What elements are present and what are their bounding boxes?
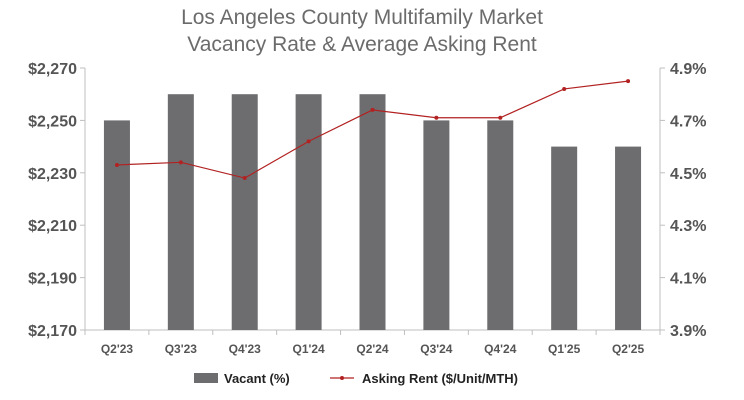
x-tick-label: Q1'25 [548, 342, 581, 356]
bar [615, 146, 642, 330]
bar [423, 120, 450, 331]
y-right-tick-label: 4.1% [670, 271, 706, 288]
bar [359, 94, 386, 330]
line-series [114, 79, 631, 181]
legend-swatch-asking-rent-marker [340, 376, 344, 380]
y-left-tick-label: $2,170 [28, 323, 77, 340]
x-tick-label: Q2'23 [101, 342, 134, 356]
x-tick-label: Q3'23 [165, 342, 198, 356]
y-right-tick-label: 4.3% [670, 218, 706, 235]
y-right-tick-label: 3.9% [670, 323, 706, 340]
x-tick-label: Q2'24 [356, 342, 389, 356]
line-point [114, 162, 119, 167]
bar [487, 120, 514, 331]
x-tick-label: Q3'24 [420, 342, 453, 356]
legend-swatch-vacant [194, 373, 218, 383]
chart-title-line-2: Vacancy Rate & Average Asking Rent [187, 33, 537, 56]
legend: Vacant (%) Asking Rent ($/Unit/MTH) [194, 371, 518, 386]
y-left-tick-label: $2,230 [28, 166, 77, 183]
line-point [626, 79, 631, 84]
line-point [242, 176, 247, 181]
legend-label-vacant: Vacant (%) [224, 371, 290, 386]
line-point [498, 115, 503, 120]
line-point [562, 86, 567, 91]
line-point [370, 107, 375, 112]
y-left-tick-label: $2,250 [28, 113, 77, 130]
x-tick-label: Q2'25 [612, 342, 645, 356]
tick-labels: $2,270 $2,250 $2,230 $2,210 $2,190 $2,170 4.9%… [28, 61, 706, 356]
x-tick-label: Q1'24 [293, 342, 326, 356]
bar-series [103, 94, 642, 331]
y-right-tick-label: 4.5% [670, 166, 706, 183]
bar [167, 94, 194, 330]
x-tick-label: Q4'24 [484, 342, 517, 356]
legend-label-asking-rent: Asking Rent ($/Unit/MTH) [362, 371, 518, 386]
y-left-tick-label: $2,190 [28, 271, 77, 288]
y-right-tick-label: 4.7% [670, 113, 706, 130]
line-point [434, 115, 439, 120]
bar [103, 120, 130, 331]
x-tick-label: Q4'23 [229, 342, 262, 356]
bar [231, 94, 258, 330]
bar [551, 146, 578, 330]
y-left-tick-label: $2,210 [28, 218, 77, 235]
y-left-tick-label: $2,270 [28, 61, 77, 78]
line-point [178, 160, 183, 165]
bar [295, 94, 322, 330]
y-right-tick-label: 4.9% [670, 61, 706, 78]
line-point [306, 139, 311, 144]
chart-title-line-1: Los Angeles County Multifamily Market [181, 6, 543, 29]
